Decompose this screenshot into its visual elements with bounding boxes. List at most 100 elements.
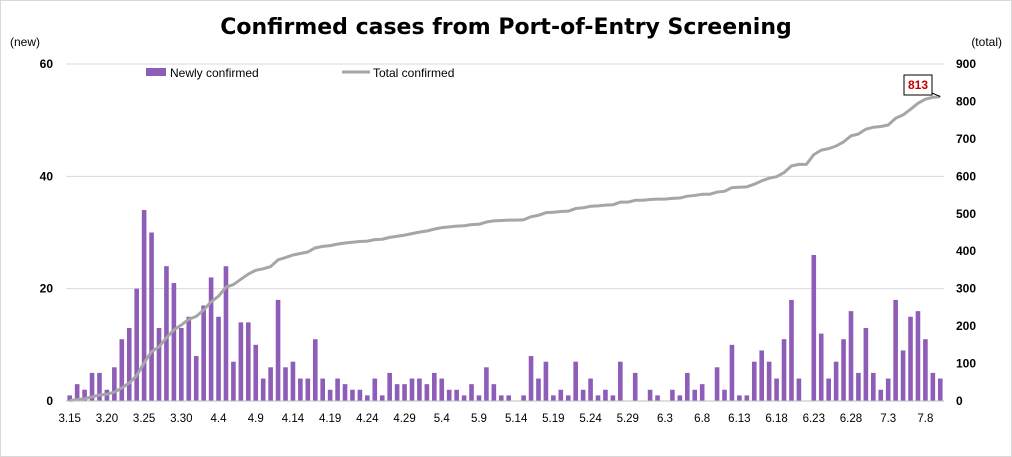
- bar: [357, 389, 363, 401]
- x-tick-label: 4.4: [211, 413, 228, 425]
- bar: [692, 389, 698, 401]
- bar: [722, 389, 727, 401]
- x-tick-label: 5.29: [617, 413, 639, 425]
- bar: [699, 384, 705, 401]
- bar: [595, 395, 601, 401]
- bar: [216, 316, 221, 401]
- bar: [818, 333, 824, 401]
- bar: [908, 316, 913, 401]
- callout-box: [903, 74, 933, 96]
- bar: [774, 378, 779, 401]
- bar: [781, 339, 787, 401]
- bar: [670, 389, 675, 401]
- x-tick-label: 6.28: [840, 413, 862, 425]
- bar: [238, 322, 244, 401]
- callout-leader: [931, 92, 941, 98]
- bar: [655, 395, 660, 401]
- bar: [119, 339, 125, 401]
- bar: [848, 311, 854, 401]
- bar: [305, 378, 311, 401]
- bar: [164, 266, 169, 401]
- y-left-tick-label: 0: [46, 394, 53, 408]
- bar: [536, 378, 541, 401]
- legend-swatch-newly-confirmed: [146, 68, 166, 76]
- bar: [342, 384, 348, 401]
- bar: [647, 389, 653, 401]
- bar: [365, 395, 370, 401]
- bar: [179, 327, 184, 401]
- bar: [751, 361, 757, 401]
- x-tick-label: 3.30: [170, 413, 192, 425]
- bar: [893, 299, 898, 401]
- x-tick-labels: 3.15 3.20 3.25 3.30 4.4 4.9 4.14 4.19 4.24 4.29 5.…: [59, 413, 934, 425]
- bar: [863, 327, 869, 401]
- bar: [729, 344, 735, 401]
- bar: [714, 367, 720, 401]
- y-right-unit: (total): [971, 35, 1002, 49]
- y-right-tick-label: 200: [956, 319, 976, 333]
- y-left-tick-label: 40: [40, 169, 54, 183]
- bar: [811, 254, 817, 401]
- bar: [632, 372, 638, 401]
- bar: [208, 277, 214, 401]
- bar: [126, 327, 132, 401]
- bar: [491, 384, 497, 401]
- chart-title: Confirmed cases from Port-of-Entry Scree…: [220, 15, 792, 40]
- bar: [603, 389, 608, 401]
- bar: [112, 367, 117, 401]
- y-right-tick-label: 700: [956, 132, 976, 146]
- legend: Newly confirmed Total confirmed: [146, 66, 454, 80]
- x-tick-label: 6.18: [765, 413, 787, 425]
- bar: [618, 361, 623, 401]
- line-series-total-confirmed: [69, 95, 941, 403]
- bar: [402, 384, 407, 401]
- bar: [446, 389, 452, 401]
- legend-label-newly-confirmed: Newly confirmed: [170, 66, 259, 80]
- bar: [469, 384, 474, 401]
- x-tick-label: 5.14: [505, 413, 528, 425]
- x-tick-label: 6.13: [728, 413, 750, 425]
- bar: [201, 305, 206, 401]
- bar: [677, 395, 683, 401]
- x-tick-label: 4.29: [393, 413, 415, 425]
- bar: [543, 361, 549, 401]
- bar: [156, 327, 162, 401]
- x-tick-label: 3.20: [96, 413, 118, 425]
- x-tick-label: 4.9: [248, 413, 264, 425]
- x-tick-label: 6.3: [657, 413, 673, 425]
- x-tick-label: 4.19: [319, 413, 341, 425]
- bar: [417, 378, 422, 401]
- bar: [320, 378, 326, 401]
- y-right-tick-label: 900: [956, 57, 976, 71]
- bar: [551, 395, 556, 401]
- bar: [476, 395, 482, 401]
- bar: [580, 389, 586, 401]
- y-left-ticks: 0 20 40 60: [40, 57, 54, 408]
- bar: [744, 395, 750, 401]
- x-tick-label: 3.25: [133, 413, 155, 425]
- bar: [737, 395, 742, 401]
- bar: [885, 378, 891, 401]
- bar: [558, 389, 564, 401]
- bar: [856, 372, 861, 401]
- bar: [871, 372, 876, 401]
- bar: [298, 378, 303, 401]
- y-right-tick-label: 100: [956, 357, 976, 371]
- y-right-tick-label: 0: [956, 394, 963, 408]
- bar: [134, 288, 139, 401]
- bar: [327, 389, 333, 401]
- x-tick-label: 5.24: [579, 413, 602, 425]
- bar: [260, 378, 266, 401]
- bar: [841, 339, 846, 401]
- bar: [149, 232, 154, 401]
- y-left-tick-label: 20: [40, 282, 54, 296]
- y-right-tick-label: 600: [956, 169, 976, 183]
- bar: [528, 356, 534, 401]
- y-left-tick-label: 60: [40, 57, 54, 71]
- callout-last-total: 813: [903, 74, 941, 98]
- x-tick-label: 6.23: [803, 413, 825, 425]
- bar: [74, 384, 80, 401]
- bar: [930, 372, 936, 401]
- bar: [335, 378, 340, 401]
